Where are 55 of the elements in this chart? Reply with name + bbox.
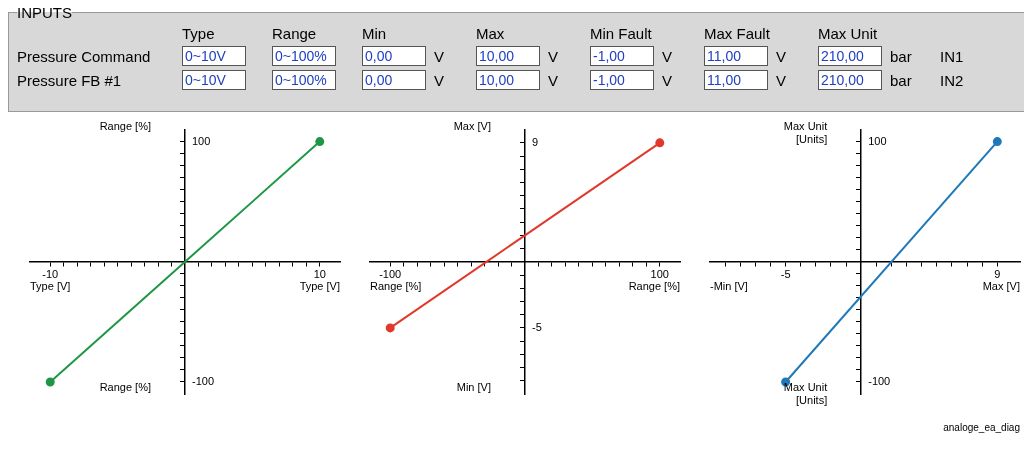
annotation: Range [%] bbox=[370, 280, 422, 293]
x-tick-label: 10 bbox=[313, 268, 326, 281]
text: bar bbox=[890, 71, 912, 89]
text: INPUTS bbox=[17, 4, 73, 21]
text: IN1 bbox=[940, 47, 964, 65]
text: 10,00 bbox=[479, 72, 515, 88]
text: V bbox=[662, 71, 673, 89]
text: 11,00 bbox=[707, 48, 741, 64]
text: V bbox=[776, 71, 787, 89]
x-axis-title: Max [V] bbox=[982, 280, 1020, 293]
text: 0,00 bbox=[365, 48, 393, 64]
text: IN2 bbox=[940, 71, 964, 89]
y-axis-title: Max [V] bbox=[453, 120, 491, 133]
annotation: Min [V] bbox=[456, 380, 491, 393]
text: V bbox=[434, 71, 445, 89]
text: V bbox=[548, 47, 559, 65]
annotation: Type [V] bbox=[30, 280, 71, 293]
category-label: Min bbox=[362, 25, 388, 42]
text: 210,00 bbox=[821, 48, 864, 64]
text: 210,00 bbox=[821, 72, 864, 88]
text: -1,00 bbox=[593, 48, 625, 64]
text: 10,00 bbox=[479, 48, 515, 64]
text: bar bbox=[890, 47, 912, 65]
x-tick-label: 100 bbox=[650, 268, 669, 281]
text: 11,00 bbox=[707, 72, 741, 88]
text: analoge_ea_diag bbox=[943, 422, 1020, 433]
annotation: Range [%] bbox=[99, 380, 151, 393]
category-label: Pressure Command bbox=[17, 47, 151, 65]
x-tick-label: -10 bbox=[42, 268, 59, 281]
text: 0,00 bbox=[365, 72, 393, 88]
text: -1,00 bbox=[593, 72, 625, 88]
y-axis-title: Max Unit [Units] bbox=[783, 120, 828, 146]
category-label: Min Fault bbox=[590, 25, 653, 42]
x-tick-label: 9 bbox=[994, 268, 1001, 281]
text: 0~10V bbox=[185, 72, 226, 88]
text: V bbox=[548, 71, 559, 89]
category-label: Max bbox=[476, 25, 506, 42]
category-label: Type bbox=[182, 25, 215, 42]
x-tick-label: -5 bbox=[780, 268, 791, 281]
text: 0~10V bbox=[185, 48, 226, 64]
y-axis-title: Range [%] bbox=[99, 120, 151, 133]
x-axis-title: Type [V] bbox=[299, 280, 340, 293]
text: 0~100% bbox=[275, 72, 327, 88]
text: V bbox=[434, 47, 445, 65]
category-label: Max Fault bbox=[704, 25, 771, 42]
x-axis-title: Range [%] bbox=[628, 280, 680, 293]
text: 0~100% bbox=[275, 48, 327, 64]
category-label: Pressure FB #1 bbox=[17, 71, 122, 89]
annotation: Max Unit [Units] bbox=[783, 380, 828, 406]
category-label: Max Unit bbox=[818, 25, 879, 42]
text: V bbox=[776, 47, 787, 65]
text: V bbox=[662, 47, 673, 65]
annotation: -Min [V] bbox=[710, 280, 748, 293]
x-tick-label: -100 bbox=[379, 268, 402, 281]
category-label: Range bbox=[272, 25, 317, 42]
